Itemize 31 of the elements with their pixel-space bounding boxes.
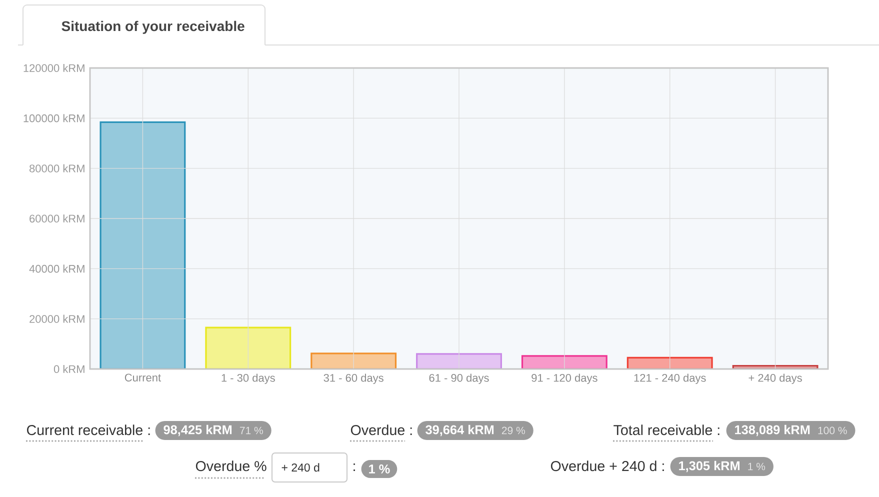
text: 1 % (369, 464, 390, 474)
x-tick-label: 31 - 60 days (324, 374, 384, 384)
text: Overdue : (350, 424, 412, 436)
x-tick-label: 61 - 90 days (429, 374, 489, 384)
text: 71 % (240, 426, 263, 434)
y-tick-label: 20000 kRM (30, 314, 84, 323)
text: + 240 d (282, 463, 320, 472)
text: 100 % (818, 426, 847, 434)
text: Total receivable : (614, 424, 720, 436)
x-tick-label: + 240 days (748, 374, 802, 384)
text: Current receivable : (27, 424, 150, 436)
y-tick-label: 80000 kRM (30, 164, 84, 172)
text: Overdue + 240 d : (550, 460, 664, 472)
y-tick-label: 40000 kRM (29, 264, 84, 273)
x-tick-label: 121 - 240 days (634, 374, 706, 384)
text: 98,425 kRM (164, 424, 232, 436)
y-tick-label: 0 kRM (54, 364, 84, 374)
text: 39,664 kRM (426, 424, 494, 436)
text: 29 % (502, 426, 525, 434)
y-tick-label: 120000 kRM (24, 64, 84, 72)
x-tick-label: Current (124, 374, 161, 382)
chart-title: Situation of your receivable (62, 20, 244, 34)
y-tick-label: 60000 kRM (30, 214, 84, 223)
text: 138,089 kRM (735, 424, 810, 436)
y-tick-label: 100000 kRM (24, 114, 84, 122)
text: : (354, 463, 355, 471)
x-tick-label: 1 - 30 days (222, 374, 275, 384)
text: Overdue % (196, 460, 266, 472)
text: 1,305 kRM (679, 460, 740, 472)
x-tick-label: 91 - 120 days (532, 374, 598, 384)
text: 1 % (748, 462, 766, 470)
